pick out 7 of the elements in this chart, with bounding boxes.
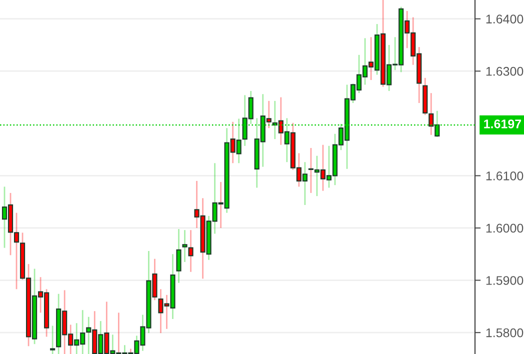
- ref-line-label: 1.6197: [484, 119, 522, 128]
- y-tick-label: 1.5900: [486, 276, 524, 285]
- y-tick-label: 1.6300: [486, 66, 524, 76]
- y-tick-label: 1.5800: [486, 328, 524, 338]
- y-tick-label: 1.6400: [486, 14, 524, 24]
- y-tick-label: 1.6000: [486, 224, 524, 233]
- y-tick-label: 1.6100: [486, 171, 524, 180]
